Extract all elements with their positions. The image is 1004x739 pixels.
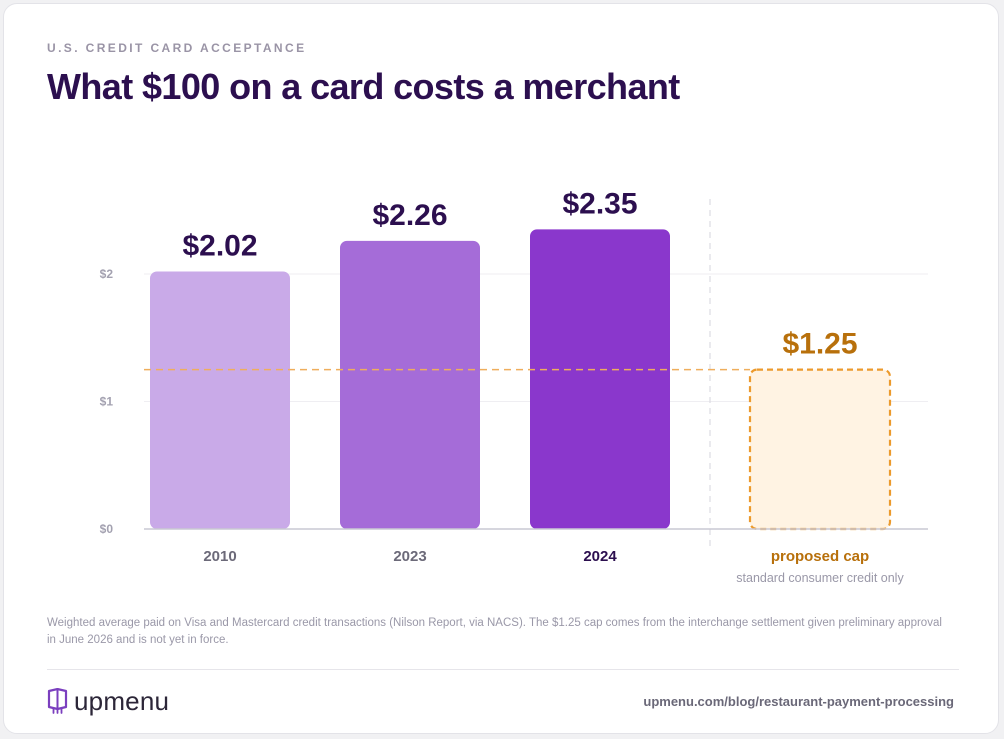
data-label: $2.35	[562, 187, 637, 220]
bar-2010	[150, 271, 290, 529]
brand-name: upmenu	[74, 686, 170, 716]
y-tick-label: $0	[100, 522, 114, 536]
bar-2023	[340, 240, 480, 529]
eyebrow-label: U.S. CREDIT CARD ACCEPTANCE	[47, 41, 307, 55]
brand: upmenu	[47, 686, 169, 716]
upmenu-logo-icon	[47, 688, 68, 714]
x-tick-label: 2010	[203, 548, 236, 565]
page-title: What $100 on a card costs a merchant	[47, 66, 680, 107]
y-tick-label: $1	[100, 395, 114, 409]
x-tick-label: 2023	[393, 548, 426, 565]
infographic-card: U.S. CREDIT CARD ACCEPTANCE What $100 on…	[3, 3, 999, 734]
footnote: Weighted average paid on Visa and Master…	[47, 617, 942, 646]
source-url-link[interactable]: upmenu.com/blog/restaurant-payment-proce…	[643, 694, 954, 709]
proposed-cap-bar	[748, 368, 892, 531]
data-label: $2.26	[372, 199, 447, 232]
x-tick-label: proposed cap	[771, 548, 869, 565]
footer-divider	[47, 669, 959, 670]
data-label: $1.25	[782, 328, 857, 361]
y-tick-label: $2	[100, 267, 114, 281]
x-tick-label: 2024	[583, 548, 617, 565]
bar-chart: $0 $1 $2 $2.02 2010 $2.26 2023 $2.35 2024 $1.25 pr…	[100, 187, 928, 585]
x-tick-sublabel: standard consumer credit only	[736, 571, 904, 585]
data-label: $2.02	[182, 229, 257, 262]
bar-2024	[530, 229, 670, 529]
